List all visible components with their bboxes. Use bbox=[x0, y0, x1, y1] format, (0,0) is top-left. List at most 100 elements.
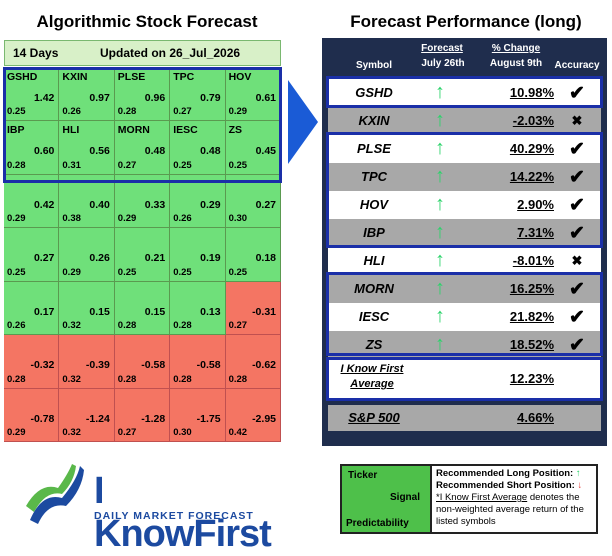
row-change: 7.31% bbox=[517, 225, 554, 240]
cell-predictability: 0.29 bbox=[7, 213, 26, 225]
heatmap-cell: HOV 0.61 0.29 bbox=[225, 68, 281, 122]
gshd-box bbox=[326, 76, 603, 108]
table-row: IESC ↑ 21.82% ✔ bbox=[328, 303, 601, 331]
col-change: % Change bbox=[491, 43, 541, 54]
cell-signal: -0.31 bbox=[252, 305, 276, 318]
cell-predictability: 0.26 bbox=[173, 213, 192, 225]
cell-signal: 0.17 bbox=[33, 305, 55, 318]
row-symbol: TPC bbox=[361, 169, 387, 184]
heatmap-cell: 0.15 0.28 bbox=[114, 281, 171, 336]
table-row: HOV ↑ 2.90% ✔ bbox=[328, 191, 601, 219]
cell-ticker: HLI bbox=[62, 124, 80, 137]
cell-ticker: MORN bbox=[117, 124, 150, 137]
cell-signal: 0.18 bbox=[255, 252, 276, 265]
cell-predictability: 0.29 bbox=[117, 213, 137, 225]
cell-predictability: 0.29 bbox=[228, 106, 248, 118]
cell-signal: 0.60 bbox=[33, 145, 55, 158]
average-box bbox=[326, 357, 603, 401]
cross-icon: ✖ bbox=[571, 253, 583, 268]
cell-signal: -0.62 bbox=[252, 359, 276, 372]
cell-signal: -0.32 bbox=[30, 359, 55, 372]
cell-signal: 0.42 bbox=[33, 198, 55, 211]
row-symbol: ZS bbox=[365, 337, 383, 352]
heatmap-cell: KXIN 0.97 0.26 bbox=[59, 68, 115, 122]
legend-text: Recommended Long Position: ↑ Recommended… bbox=[436, 468, 596, 528]
row-change: 10.98% bbox=[509, 85, 554, 100]
cell-signal: 0.19 bbox=[200, 252, 221, 265]
average-label: I Know First Average bbox=[340, 363, 404, 390]
performance-table: Symbol Forecast July 26th % Change Augus… bbox=[322, 38, 607, 446]
cell-predictability: 0.27 bbox=[117, 426, 137, 438]
heatmap-cell: -0.31 0.27 bbox=[225, 281, 281, 336]
heatmap-cell: 0.27 0.30 bbox=[225, 174, 281, 229]
cell-predictability: 0.27 bbox=[173, 106, 192, 118]
col-change-date: August 9th bbox=[489, 58, 543, 69]
heatmap-cell: -1.28 0.27 bbox=[114, 388, 171, 442]
row-symbol: HOV bbox=[359, 197, 389, 212]
row-symbol: IESC bbox=[358, 309, 390, 324]
average-row: I Know First Average 12.23% bbox=[328, 359, 601, 399]
row-change: 2.90% bbox=[517, 197, 554, 212]
row-change: 14.22% bbox=[509, 169, 554, 184]
legend-short: Recommended Short Position: bbox=[436, 480, 575, 491]
sp500-row: S&P 500 4.66% bbox=[328, 405, 601, 431]
checkmark-icon: ✔ bbox=[569, 335, 585, 356]
cell-ticker: KXIN bbox=[62, 71, 88, 83]
row-symbol: MORN bbox=[354, 281, 394, 296]
checkmark-icon: ✔ bbox=[569, 167, 585, 188]
checkmark-icon: ✔ bbox=[569, 223, 585, 244]
cell-signal: 1.42 bbox=[33, 92, 55, 104]
col-symbol: Symbol bbox=[355, 60, 393, 71]
cell-predictability: 0.25 bbox=[228, 266, 248, 278]
cell-signal: 0.79 bbox=[200, 92, 221, 104]
cell-predictability: 0.25 bbox=[173, 159, 192, 171]
legend-note-title: *I Know First Average bbox=[436, 492, 528, 503]
heatmap-cell: 0.26 0.29 bbox=[59, 228, 115, 282]
cell-signal: 0.97 bbox=[89, 92, 110, 104]
heatmap-cell: -0.58 0.28 bbox=[114, 335, 171, 389]
col-forecast-date: July 26th bbox=[421, 58, 465, 69]
forecast-up-arrow-icon: ↑ bbox=[435, 109, 445, 131]
group-box-1 bbox=[326, 132, 603, 248]
cell-signal: 0.26 bbox=[89, 252, 110, 265]
heatmap-cell: 0.29 0.26 bbox=[170, 174, 226, 229]
cell-predictability: 0.28 bbox=[173, 320, 192, 332]
logo-mark-icon bbox=[26, 464, 84, 524]
forecast-up-arrow-icon: ↑ bbox=[435, 221, 445, 243]
legend-signal: Signal bbox=[390, 492, 421, 503]
heatmap-cell: -0.78 0.29 bbox=[4, 388, 60, 442]
cell-predictability: 0.28 bbox=[7, 159, 26, 171]
group-box-2 bbox=[326, 272, 603, 356]
heatmap-cell: 0.42 0.29 bbox=[4, 174, 60, 229]
heatmap-cell: PLSE 0.96 0.28 bbox=[114, 68, 171, 122]
heatmap-cell: 0.40 0.38 bbox=[59, 174, 115, 229]
left-title: Algorithmic Stock Forecast bbox=[36, 12, 258, 31]
heatmap-cell: IBP 0.60 0.28 bbox=[4, 121, 60, 175]
cell-ticker: HOV bbox=[228, 71, 252, 83]
cell-signal: 0.27 bbox=[255, 198, 276, 211]
row-change: -8.01% bbox=[512, 253, 554, 268]
row-symbol: GSHD bbox=[355, 85, 393, 100]
heatmap-cell: 0.27 0.25 bbox=[4, 228, 60, 282]
heatmap-cell: -1.24 0.32 bbox=[59, 388, 115, 442]
average-pct: 12.23% bbox=[509, 371, 554, 386]
cell-predictability: 0.29 bbox=[7, 426, 26, 438]
cell-predictability: 0.27 bbox=[228, 320, 248, 332]
col-forecast: Forecast bbox=[421, 43, 463, 54]
heatmap-cell: 0.18 0.25 bbox=[225, 228, 281, 282]
table-header: Symbol Forecast July 26th % Change Augus… bbox=[322, 38, 607, 72]
heatmap-cell: IESC 0.48 0.25 bbox=[170, 121, 226, 175]
table-row: IBP ↑ 7.31% ✔ bbox=[328, 219, 601, 247]
heatmap-cell: GSHD 1.42 0.25 bbox=[4, 68, 60, 122]
col-accuracy: Accuracy bbox=[554, 60, 600, 71]
logo-tagline: DAILY MARKET FORECAST bbox=[94, 510, 254, 522]
cell-ticker: ZS bbox=[228, 124, 243, 137]
cell-predictability: 0.31 bbox=[62, 159, 81, 171]
heatmap-cell: 0.13 0.28 bbox=[170, 281, 226, 336]
heatmap-cell: -0.39 0.32 bbox=[59, 335, 115, 389]
table-row: PLSE ↑ 40.29% ✔ bbox=[328, 135, 601, 163]
cell-predictability: 0.30 bbox=[173, 426, 192, 438]
top-picks-box bbox=[3, 67, 282, 183]
cell-predictability: 0.28 bbox=[228, 373, 248, 385]
cell-signal: -2.95 bbox=[252, 412, 276, 425]
